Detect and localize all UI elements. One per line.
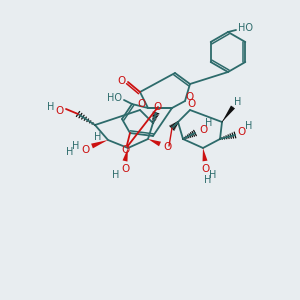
Text: H: H [112, 170, 120, 180]
Text: O: O [186, 92, 194, 102]
Text: H: H [94, 132, 102, 142]
Polygon shape [123, 148, 128, 162]
Text: O: O [121, 164, 129, 174]
Text: HO: HO [238, 23, 253, 33]
Text: O: O [238, 127, 246, 137]
Text: O: O [164, 142, 172, 152]
Polygon shape [222, 106, 235, 122]
Text: O: O [188, 99, 196, 109]
Text: H: H [205, 118, 213, 128]
Text: O: O [56, 106, 64, 116]
Text: H: H [72, 141, 80, 151]
Text: H: H [66, 147, 74, 157]
Text: HO: HO [107, 93, 122, 103]
Text: H: H [245, 121, 253, 131]
Text: H: H [209, 170, 217, 180]
Text: H: H [46, 102, 54, 112]
Text: O: O [199, 125, 207, 135]
Text: O: O [201, 164, 209, 174]
Text: O: O [137, 99, 145, 109]
Text: O: O [122, 145, 130, 155]
Text: O: O [118, 76, 126, 86]
Text: H: H [204, 175, 212, 185]
Polygon shape [202, 148, 208, 161]
Text: H: H [234, 97, 242, 107]
Polygon shape [91, 140, 108, 148]
Text: O: O [81, 145, 89, 155]
Text: O: O [154, 102, 162, 112]
Polygon shape [148, 139, 161, 146]
